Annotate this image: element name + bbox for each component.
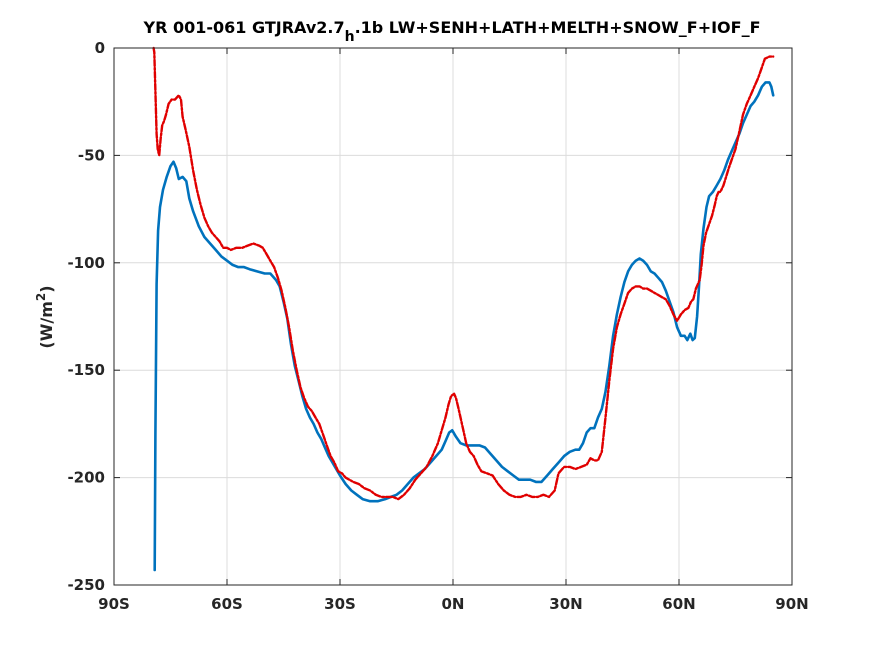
- x-tick-label: 90N: [775, 595, 808, 613]
- y-tick-label: -250: [67, 576, 105, 594]
- series-line-1: [153, 81, 775, 572]
- tick-labels: 90S 60S 30S 0N 30N 60N 90N 0 -50 -100 -150 -200 -250: [67, 39, 808, 613]
- x-tick-label: 60N: [662, 595, 695, 613]
- x-tick-label: 60S: [211, 595, 243, 613]
- y-tick-label: -50: [78, 146, 105, 164]
- chart-title-subscript: h: [345, 29, 355, 45]
- y-axis-label-close: ): [37, 285, 56, 292]
- y-tick-label: -200: [67, 469, 105, 487]
- x-tick-label: 30S: [324, 595, 356, 613]
- x-tick-label: 0N: [442, 595, 465, 613]
- chart-title: YR 001-061 GTJRAv2.7h.1b LW+SENH+LATH+ME…: [142, 18, 760, 45]
- series-line-2: [152, 46, 775, 501]
- chart-title-suffix: .1b LW+SENH+LATH+MELTH+SNOW_F+IOF_F: [355, 18, 761, 37]
- axes: [113, 47, 793, 586]
- y-tick-label: -100: [67, 254, 105, 272]
- chart-title-prefix: YR 001-061 GTJRAv2.7: [142, 18, 344, 37]
- x-tick-label: 30N: [549, 595, 582, 613]
- y-axis-label-main: (W/m: [37, 301, 56, 348]
- y-tick-label: 0: [95, 39, 105, 57]
- y-axis-label-superscript: 2: [34, 293, 48, 301]
- series-layer: [152, 46, 775, 572]
- y-tick-label: -150: [67, 361, 105, 379]
- y-axis-label: (W/m2): [34, 285, 56, 348]
- x-tick-label: 90S: [98, 595, 130, 613]
